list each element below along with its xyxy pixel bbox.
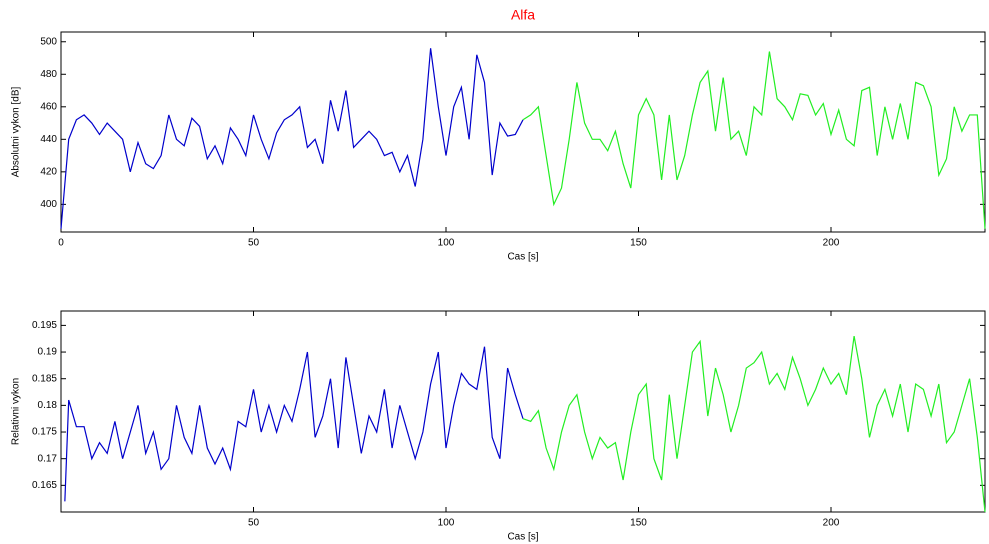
x-tick-label: 50 [248,238,260,249]
x-axis-label: Cas [s] [507,252,538,263]
y-tick-label: 0.185 [32,373,57,384]
x-tick-label: 100 [438,238,455,249]
y-tick-label: 0.18 [38,400,58,411]
x-tick-label: 150 [630,518,647,529]
plot-area [60,31,986,233]
y-tick-label: 460 [40,101,57,112]
data-line [522,335,986,513]
chart-title: Alfa [511,7,535,23]
y-tick-label: 500 [40,36,57,47]
y-tick-label: 0.195 [32,320,57,331]
y-axis-label: Absolutni vykon [dB] [11,86,22,177]
data-line [64,346,524,502]
y-tick-label: 480 [40,69,57,80]
y-tick-label: 400 [40,199,57,210]
x-axis-label: Cas [s] [507,532,538,543]
x-tick-label: 50 [248,518,260,529]
data-line [60,48,524,229]
x-tick-label: 150 [630,238,647,249]
x-tick-label: 200 [823,518,840,529]
y-tick-label: 0.17 [38,453,58,464]
x-tick-label: 0 [58,238,64,249]
data-line [522,51,986,229]
y-tick-label: 420 [40,166,57,177]
y-tick-label: 0.165 [32,480,57,491]
y-axis-label: Relativni vykon [11,378,22,445]
x-tick-label: 100 [438,518,455,529]
y-tick-label: 440 [40,134,57,145]
x-tick-label: 200 [823,238,840,249]
plot-area [60,310,986,513]
y-tick-label: 0.175 [32,427,57,438]
y-tick-label: 0.19 [38,347,58,358]
